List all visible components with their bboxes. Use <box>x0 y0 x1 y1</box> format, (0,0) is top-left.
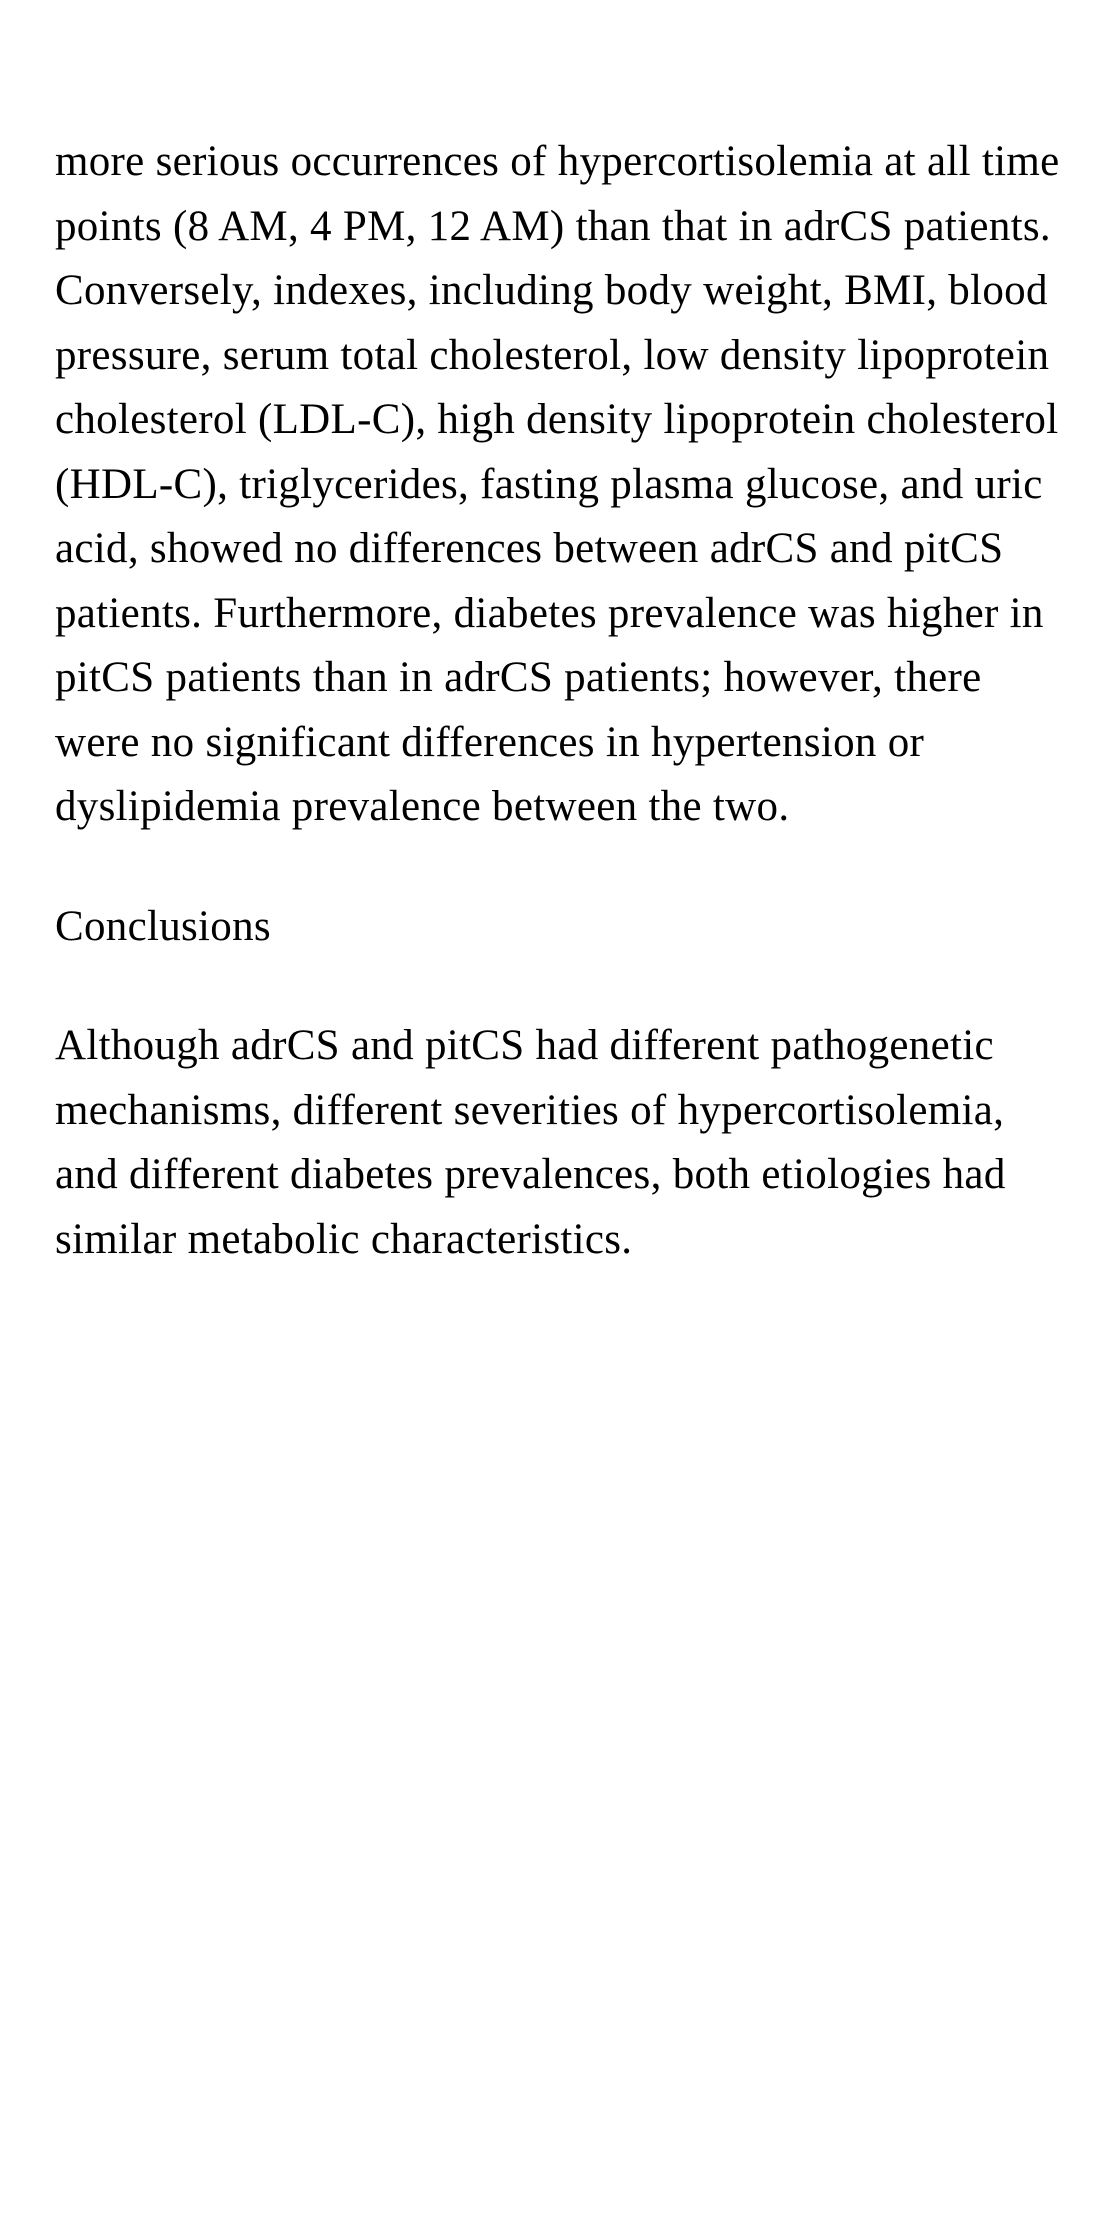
body-paragraph-2: Although adrCS and pitCS had different p… <box>55 1014 1075 1272</box>
document-content: more serious occurrences of hypercortiso… <box>55 130 1075 1327</box>
body-paragraph-1: more serious occurrences of hypercortiso… <box>55 130 1075 840</box>
section-heading-conclusions: Conclusions <box>55 895 1075 960</box>
